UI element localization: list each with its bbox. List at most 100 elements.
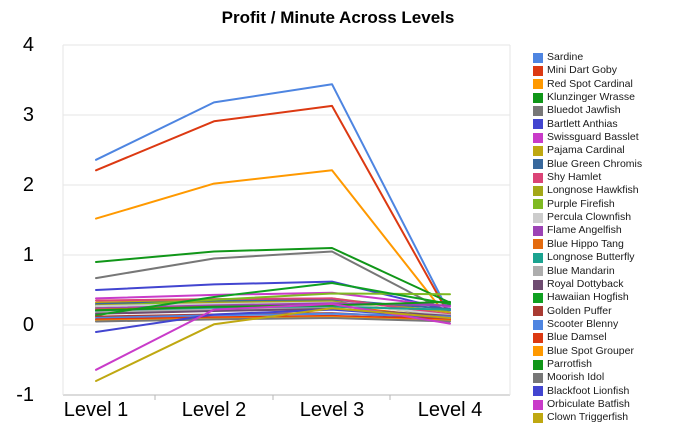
legend-label: Royal Dottyback bbox=[547, 277, 624, 290]
y-axis-tick-label: 4 bbox=[22, 34, 34, 56]
legend-item: Flame Angelfish bbox=[533, 224, 642, 237]
legend-item: Blue Mandarin bbox=[533, 265, 642, 278]
legend-item: Shy Hamlet bbox=[533, 171, 642, 184]
legend-swatch-icon bbox=[533, 79, 543, 90]
legend-swatch-icon bbox=[533, 106, 543, 117]
legend-swatch-icon bbox=[533, 332, 543, 343]
legend-label: Golden Puffer bbox=[547, 304, 612, 317]
legend-label: Blue Green Chromis bbox=[547, 157, 643, 170]
legend-label: Swissguard Basslet bbox=[547, 131, 639, 144]
legend-item: Royal Dottyback bbox=[533, 278, 642, 291]
legend-label: Scooter Blenny bbox=[547, 317, 619, 330]
legend-label: Percula Clownfish bbox=[547, 211, 632, 224]
legend-swatch-icon bbox=[533, 52, 543, 63]
legend-label: Blue Spot Grouper bbox=[547, 344, 634, 357]
legend-swatch-icon bbox=[533, 252, 543, 263]
legend-label: Bartlett Anthias bbox=[547, 117, 618, 130]
legend-item: Golden Puffer bbox=[533, 305, 642, 318]
legend-swatch-icon bbox=[533, 399, 543, 410]
legend-label: Sardine bbox=[547, 51, 584, 63]
x-axis-tick-label: Level 1 bbox=[63, 399, 129, 421]
legend-swatch-icon bbox=[533, 412, 543, 423]
legend-swatch-icon bbox=[533, 199, 543, 210]
legend-item: Moorish Idol bbox=[533, 371, 642, 384]
legend-label: Blue Hippo Tang bbox=[547, 237, 624, 250]
legend-label: Clown Triggerfish bbox=[547, 411, 629, 424]
legend-label: Blue Damsel bbox=[547, 331, 607, 344]
legend-swatch-icon bbox=[533, 146, 543, 157]
legend-item: Scooter Blenny bbox=[533, 318, 642, 331]
series-line-sardine bbox=[95, 83, 451, 316]
legend-label: Parrotfish bbox=[547, 357, 592, 370]
legend-swatch-icon bbox=[533, 226, 543, 237]
series-line-scooter-blenny bbox=[95, 312, 451, 319]
legend-item: Hawaiian Hogfish bbox=[533, 291, 642, 304]
y-axis-tick-label: 3 bbox=[22, 104, 34, 126]
legend-label: Shy Hamlet bbox=[547, 171, 602, 184]
legend-swatch-icon bbox=[533, 212, 543, 223]
legend-item: Bartlett Anthias bbox=[533, 118, 642, 131]
legend-label: Longnose Butterfly bbox=[547, 251, 635, 264]
series-line-red-spot-cardinal bbox=[95, 169, 451, 322]
legend-label: Flame Angelfish bbox=[547, 224, 622, 237]
series-line-bluedot-jawfish bbox=[95, 250, 451, 315]
legend-swatch-icon bbox=[533, 319, 543, 330]
legend-label: Blackfoot Lionfish bbox=[547, 384, 630, 397]
legend-swatch-icon bbox=[533, 119, 543, 130]
series-line-moorish-idol bbox=[95, 317, 451, 323]
legend-label: Purple Firefish bbox=[547, 197, 615, 210]
legend-item: Orbiculate Batfish bbox=[533, 398, 642, 411]
legend-item: Longnose Hawkfish bbox=[533, 184, 642, 197]
legend: Sardine Mini Dart Goby Red Spot Cardinal Kl… bbox=[533, 51, 642, 425]
legend-swatch-icon bbox=[533, 66, 543, 77]
legend-swatch-icon bbox=[533, 186, 543, 197]
legend-item: Swissguard Basslet bbox=[533, 131, 642, 144]
legend-swatch-icon bbox=[533, 172, 543, 183]
x-axis-tick-label: Level 2 bbox=[181, 399, 247, 421]
series-line-clown-triggerfish bbox=[95, 307, 451, 382]
legend-item: Blue Damsel bbox=[533, 331, 642, 344]
legend-item: Blue Green Chromis bbox=[533, 158, 642, 171]
legend-item: Klunzinger Wrasse bbox=[533, 91, 642, 104]
legend-item: Blue Spot Grouper bbox=[533, 345, 642, 358]
legend-label: Hawaiian Hogfish bbox=[547, 291, 629, 304]
legend-label: Mini Dart Goby bbox=[547, 64, 618, 77]
series-line-swissguard-basslet bbox=[95, 291, 451, 308]
legend-label: Red Spot Cardinal bbox=[547, 77, 633, 90]
legend-swatch-icon bbox=[533, 359, 543, 370]
legend-swatch-icon bbox=[533, 346, 543, 357]
legend-item: Longnose Butterfly bbox=[533, 251, 642, 264]
y-axis-tick-label: 0 bbox=[22, 314, 34, 336]
legend-label: Klunzinger Wrasse bbox=[547, 91, 635, 104]
legend-item: Blackfoot Lionfish bbox=[533, 385, 642, 398]
legend-swatch-icon bbox=[533, 266, 543, 277]
x-axis-tick-label: Level 3 bbox=[299, 399, 365, 421]
legend-swatch-icon bbox=[533, 292, 543, 303]
legend-swatch-icon bbox=[533, 239, 543, 250]
legend-item: Clown Triggerfish bbox=[533, 411, 642, 424]
legend-label: Pajama Cardinal bbox=[547, 144, 625, 157]
y-axis-tick-label: 2 bbox=[22, 174, 34, 196]
legend-item: Sardine bbox=[533, 51, 642, 64]
series-line-mini-dart-goby bbox=[95, 104, 451, 318]
legend-swatch-icon bbox=[533, 386, 543, 397]
legend-swatch-icon bbox=[533, 279, 543, 290]
series-line-hawaiian-hogfish bbox=[95, 282, 451, 317]
legend-item: Parrotfish bbox=[533, 358, 642, 371]
y-axis-tick-label: 1 bbox=[22, 244, 34, 266]
legend-label: Longnose Hawkfish bbox=[547, 184, 639, 197]
legend-swatch-icon bbox=[533, 132, 543, 143]
legend-swatch-icon bbox=[533, 306, 543, 317]
legend-item: Red Spot Cardinal bbox=[533, 78, 642, 91]
legend-label: Orbiculate Batfish bbox=[547, 397, 630, 410]
series-line-klunzinger-wrasse bbox=[95, 247, 451, 304]
legend-item: Purple Firefish bbox=[533, 198, 642, 211]
x-axis-tick-label: Level 4 bbox=[417, 399, 483, 421]
legend-label: Bluedot Jawfish bbox=[547, 104, 621, 117]
y-axis-tick-label: -1 bbox=[16, 384, 34, 406]
legend-item: Mini Dart Goby bbox=[533, 64, 642, 77]
legend-item: Pajama Cardinal bbox=[533, 144, 642, 157]
legend-swatch-icon bbox=[533, 372, 543, 383]
series-line-bartlett-anthias bbox=[95, 280, 451, 312]
